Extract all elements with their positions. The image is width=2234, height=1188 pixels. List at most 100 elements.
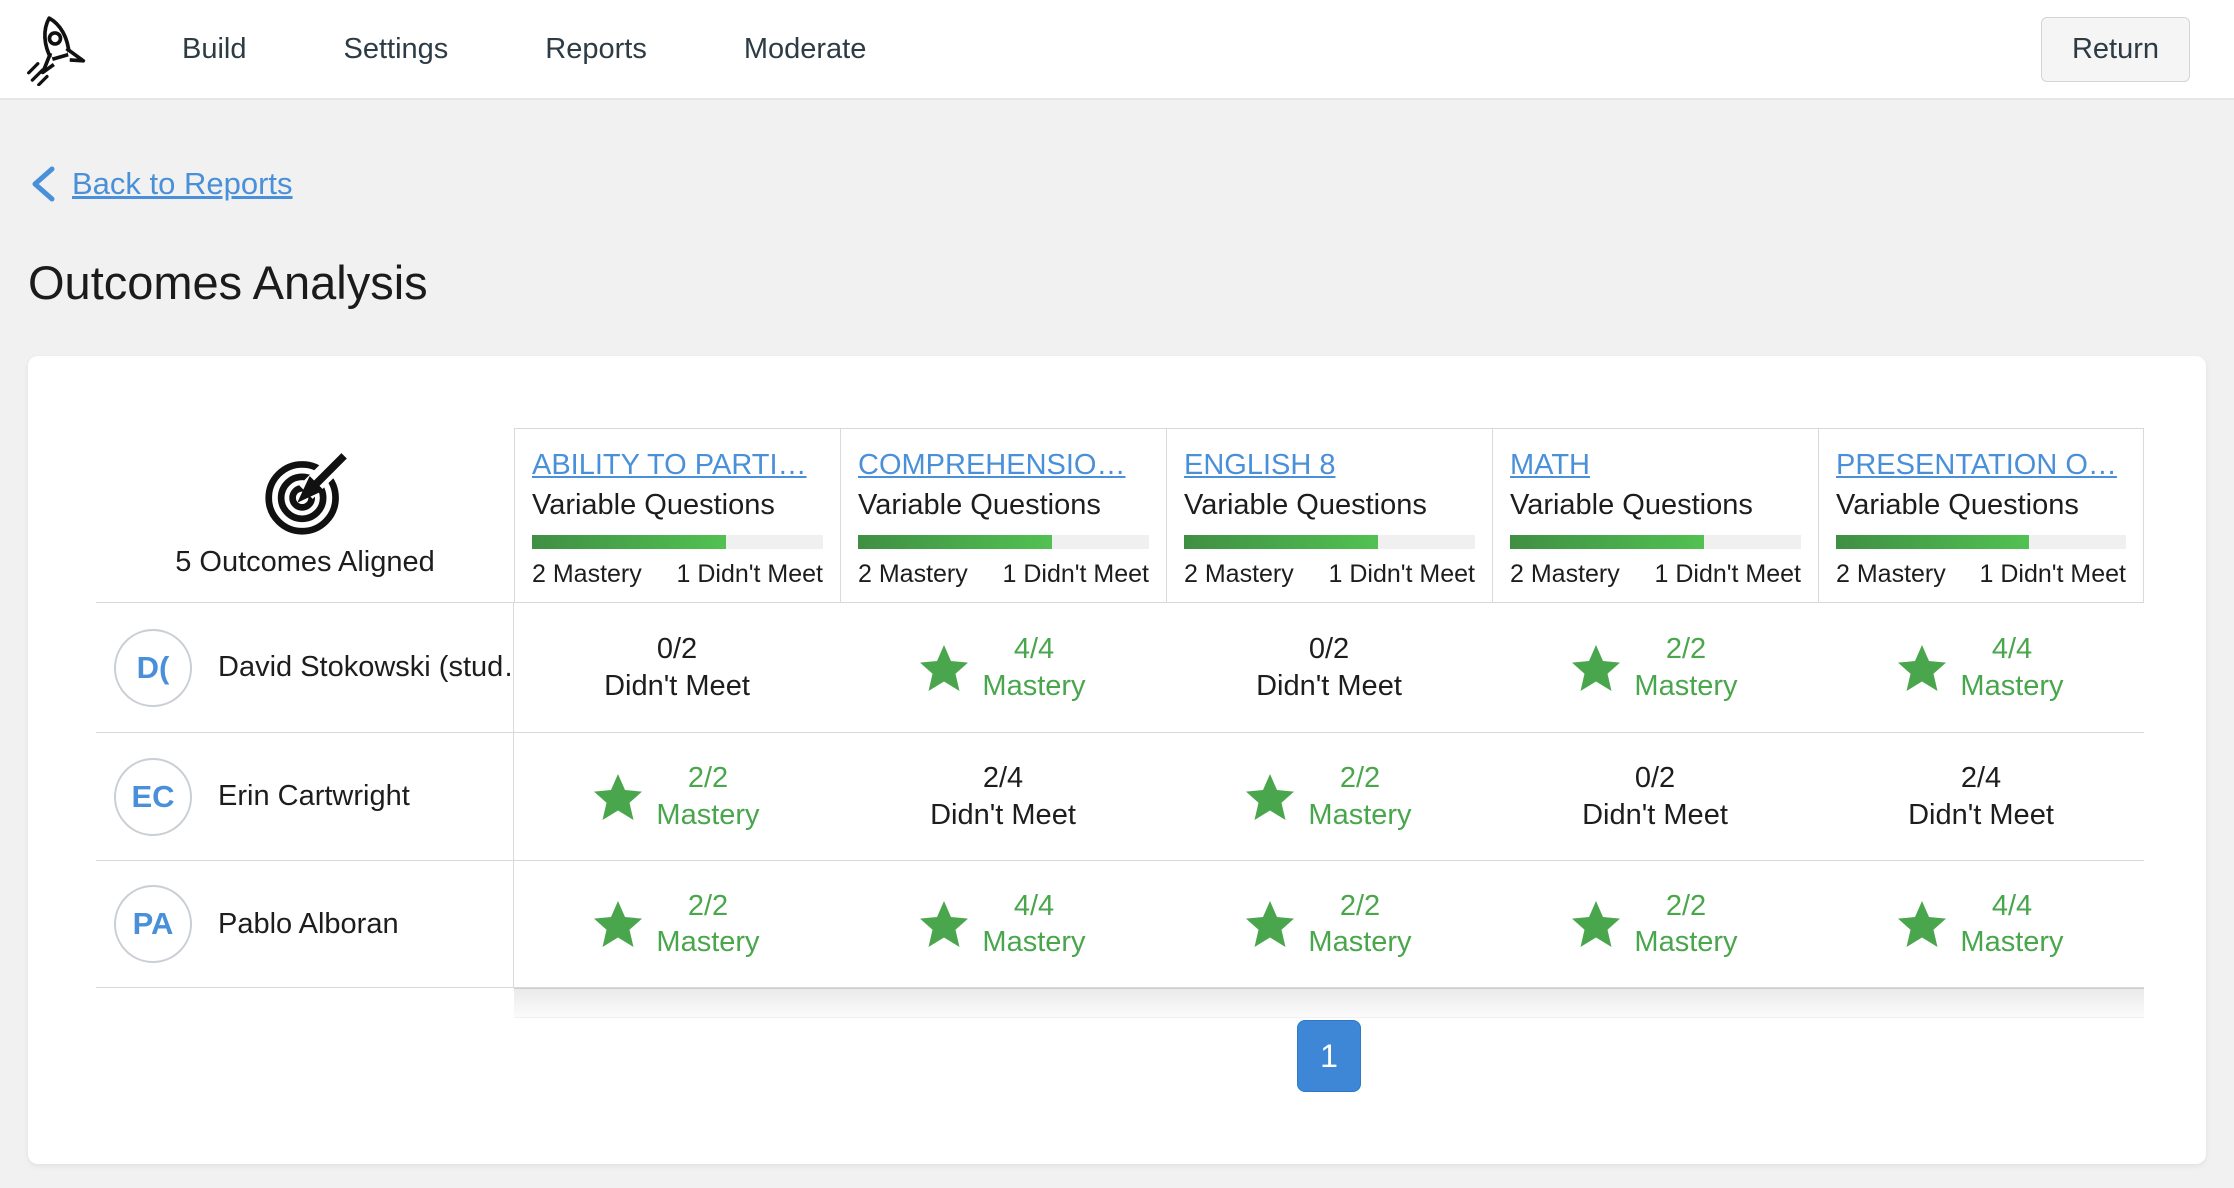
score-label: Mastery <box>982 926 1086 958</box>
star-icon <box>920 901 969 947</box>
rocket-icon[interactable] <box>24 11 92 87</box>
didnt-meet-count: 1 Didn't Meet <box>1654 560 1801 588</box>
score-label: Mastery <box>1634 669 1738 702</box>
score-value: 2/2 <box>1665 633 1707 666</box>
score-value: 4/4 <box>1991 633 2033 666</box>
score-cell: 4/4 Mastery <box>1818 603 2144 733</box>
top-nav: Build Settings Reports Moderate Return <box>0 0 2234 100</box>
star-icon <box>1246 901 1295 947</box>
score-cell: 2/4 Didn't Meet <box>840 733 1166 861</box>
back-link-label: Back to Reports <box>72 166 293 201</box>
score-cell: 4/4 Mastery <box>840 861 1166 988</box>
outcomes-matrix: 5 Outcomes Aligned ABILITY TO PARTI… Var… <box>96 428 2144 988</box>
star-icon <box>1898 644 1947 691</box>
score-label: Mastery <box>1634 926 1738 958</box>
score-value: 2/2 <box>687 762 729 795</box>
score-label: Mastery <box>1308 926 1412 958</box>
star-icon <box>1572 644 1621 691</box>
avatar: D( <box>114 628 192 707</box>
score-cell: 0/2 Didn't Meet <box>1166 603 1492 733</box>
page-1-button[interactable]: 1 <box>1297 1020 1361 1092</box>
return-button[interactable]: Return <box>2040 16 2190 82</box>
score-cell: 2/2 Mastery <box>1492 861 1818 988</box>
student-name: David Stokowski (stud… <box>218 651 513 683</box>
outcomes-aligned-header: 5 Outcomes Aligned <box>96 428 514 603</box>
outcomes-aligned-label: 5 Outcomes Aligned <box>175 545 435 578</box>
score-label: Mastery <box>1308 798 1412 831</box>
score-cell: 2/2 Mastery <box>514 861 840 988</box>
score-cell: 2/2 Mastery <box>1166 861 1492 988</box>
score-label: Didn't Meet <box>1582 798 1728 831</box>
score-value: 2/2 <box>1339 889 1381 922</box>
mastery-count: 2 Mastery <box>532 560 642 588</box>
score-label: Didn't Meet <box>930 798 1076 831</box>
score-label: Mastery <box>1960 669 2064 702</box>
nav-item-settings[interactable]: Settings <box>343 32 449 65</box>
didnt-meet-count: 1 Didn't Meet <box>1002 560 1149 588</box>
didnt-meet-count: 1 Didn't Meet <box>676 560 823 588</box>
outcome-subtitle: Variable Questions <box>532 489 775 521</box>
score-cell: 4/4 Mastery <box>1818 861 2144 988</box>
page-title: Outcomes Analysis <box>28 256 428 309</box>
score-cell: 2/2 Mastery <box>1166 733 1492 861</box>
outcome-link[interactable]: COMPREHENSIO… <box>858 449 1126 481</box>
score-value: 2/2 <box>687 889 729 922</box>
star-icon <box>1246 773 1295 820</box>
outcome-link[interactable]: ENGLISH 8 <box>1184 449 1336 481</box>
score-value: 2/4 <box>982 762 1024 795</box>
didnt-meet-count: 1 Didn't Meet <box>1979 560 2126 588</box>
score-value: 0/2 <box>1634 762 1676 795</box>
outcome-header-math: MATH Variable Questions 2 Mastery 1 Didn… <box>1492 428 1818 603</box>
pagination: 1 <box>514 1020 2144 1092</box>
score-cell: 2/4 Didn't Meet <box>1818 733 2144 861</box>
star-icon <box>1572 901 1621 947</box>
mastery-progress-bar <box>1836 535 2126 549</box>
avatar: PA <box>114 885 192 963</box>
score-label: Mastery <box>1960 926 2064 958</box>
outcome-link[interactable]: ABILITY TO PARTI… <box>532 449 807 481</box>
score-cell: 0/2 Didn't Meet <box>1492 733 1818 861</box>
star-icon <box>1898 901 1947 947</box>
nav-item-reports[interactable]: Reports <box>545 32 647 65</box>
score-cell: 4/4 Mastery <box>840 603 1166 733</box>
student-name: Pablo Alboran <box>218 907 399 940</box>
nav-item-build[interactable]: Build <box>182 32 247 65</box>
score-cell: 2/2 Mastery <box>514 733 840 861</box>
student-row-header: D( David Stokowski (stud… <box>96 603 514 733</box>
student-name: Erin Cartwright <box>218 780 410 812</box>
outcome-link[interactable]: MATH <box>1510 449 1591 481</box>
student-row-header: EC Erin Cartwright <box>96 733 514 861</box>
outcome-link[interactable]: PRESENTATION O… <box>1836 449 2117 481</box>
score-value: 4/4 <box>1013 889 1055 922</box>
score-value: 2/4 <box>1960 762 2002 795</box>
mastery-count: 2 Mastery <box>858 560 968 588</box>
star-icon <box>920 644 969 691</box>
mastery-count: 2 Mastery <box>1510 560 1620 588</box>
outcome-header-presentation: PRESENTATION O… Variable Questions 2 Mas… <box>1818 428 2144 603</box>
nav-item-moderate[interactable]: Moderate <box>743 32 867 65</box>
outcome-subtitle: Variable Questions <box>858 489 1101 521</box>
score-label: Didn't Meet <box>1908 798 2054 831</box>
score-value: 4/4 <box>1013 633 1055 666</box>
score-value: 4/4 <box>1991 889 2033 922</box>
mastery-count: 2 Mastery <box>1836 560 1946 588</box>
score-value: 0/2 <box>656 633 698 666</box>
mastery-progress-bar <box>858 535 1149 549</box>
horizontal-scrollbar[interactable] <box>514 988 2144 1018</box>
score-label: Mastery <box>656 798 760 831</box>
outcome-subtitle: Variable Questions <box>1836 489 2079 521</box>
score-value: 0/2 <box>1308 633 1350 666</box>
mastery-progress-bar <box>1184 535 1475 549</box>
outcome-header-english8: ENGLISH 8 Variable Questions 2 Mastery 1… <box>1166 428 1492 603</box>
student-row-header: PA Pablo Alboran <box>96 861 514 988</box>
mastery-count: 2 Mastery <box>1184 560 1294 588</box>
main-content: Back to Reports Outcomes Analysis <box>0 100 2234 1164</box>
score-value: 2/2 <box>1665 889 1707 922</box>
mastery-progress-bar <box>1510 535 1801 549</box>
outcome-header-comprehension: COMPREHENSIO… Variable Questions 2 Maste… <box>840 428 1166 603</box>
outcome-header-ability: ABILITY TO PARTI… Variable Questions 2 M… <box>514 428 840 603</box>
outcomes-analysis-card: 5 Outcomes Aligned ABILITY TO PARTI… Var… <box>28 356 2206 1164</box>
score-value: 2/2 <box>1339 762 1381 795</box>
back-to-reports-link[interactable]: Back to Reports <box>28 164 293 204</box>
avatar: EC <box>114 757 192 836</box>
